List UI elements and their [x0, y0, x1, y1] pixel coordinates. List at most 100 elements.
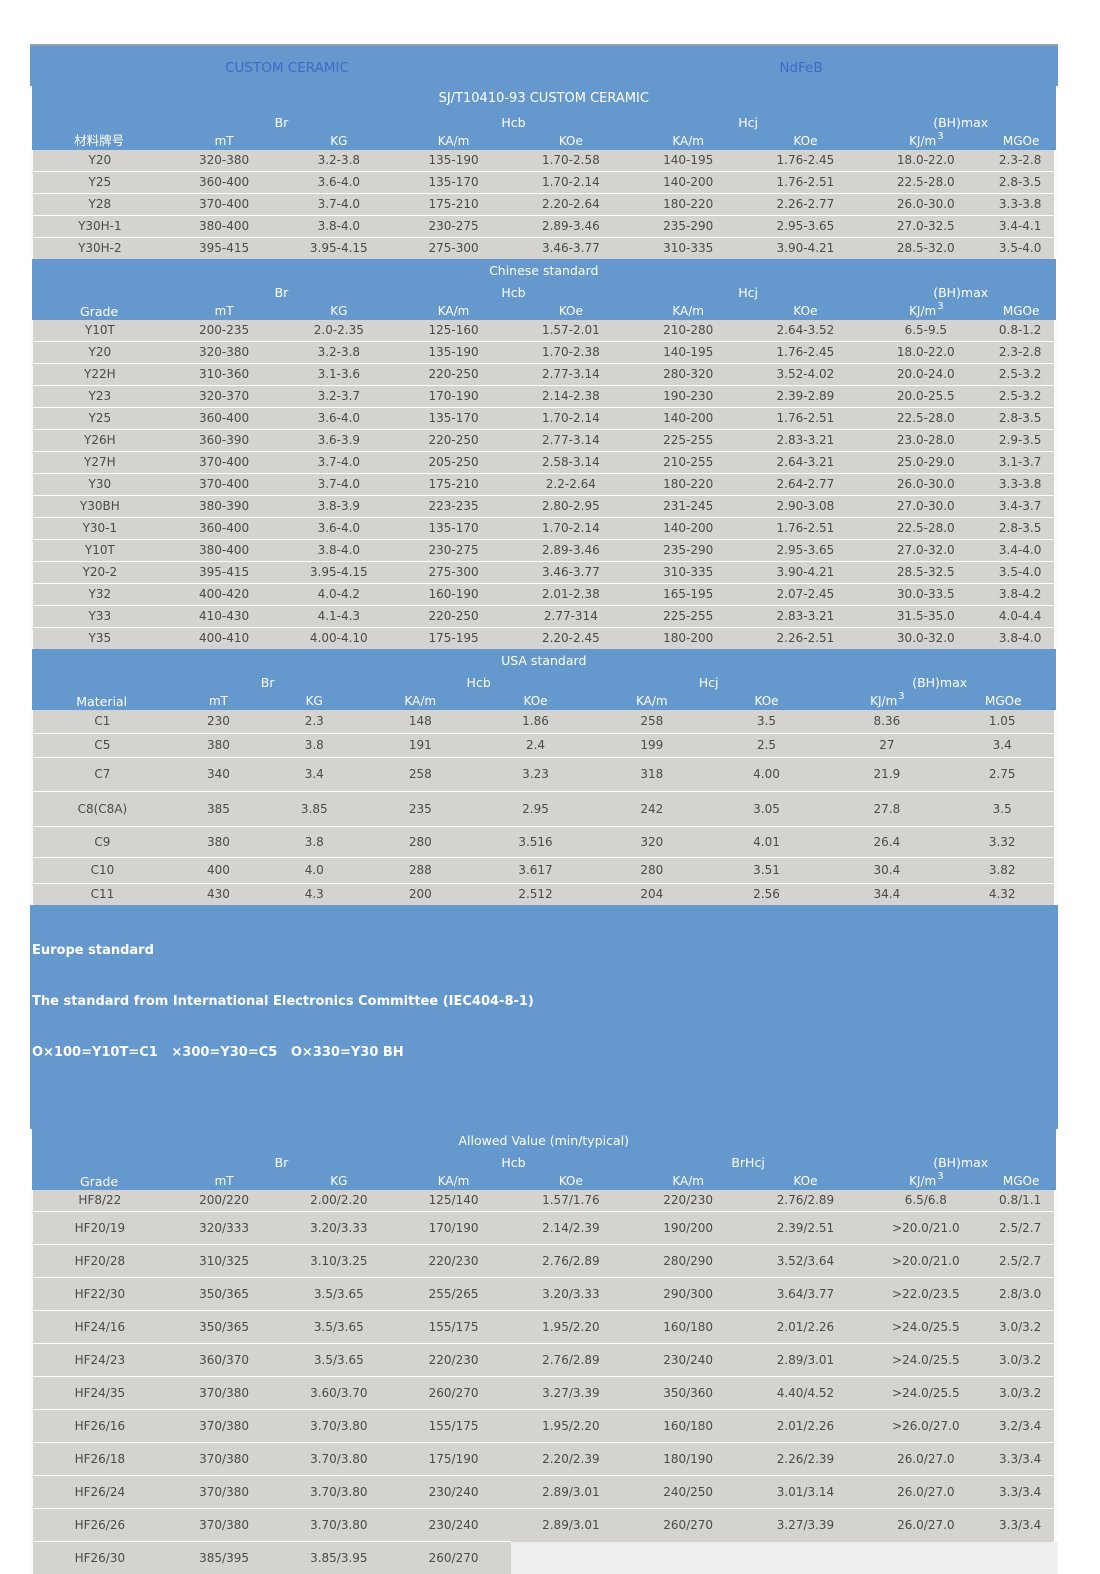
data-cell: 1.86 — [477, 710, 594, 734]
data-cell: 210-255 — [631, 452, 746, 474]
data-cell: 6.5/6.8 — [865, 1190, 986, 1212]
data-cell: 180-220 — [631, 474, 746, 496]
row-grade-cell: Y30-1 — [32, 518, 167, 540]
data-cell: 175-210 — [396, 474, 511, 496]
data-cell: 360-400 — [167, 172, 282, 194]
data-cell: 320-370 — [167, 386, 282, 408]
data-cell: 1.76-2.51 — [746, 172, 866, 194]
data-cell: 2.89/3.01 — [511, 1509, 631, 1542]
data-cell: 155/175 — [396, 1410, 511, 1443]
grade-column-header: Grade — [32, 1151, 167, 1190]
data-cell: 3.8-4.2 — [986, 584, 1056, 606]
group-header-hcb: Hcb — [396, 281, 631, 301]
group-header-hcj: Hcj — [631, 111, 866, 131]
data-cell: 260/270 — [396, 1542, 511, 1574]
table-title: Allowed Value (min/typical) — [32, 1129, 1057, 1151]
data-cell: 3.5/3.65 — [281, 1344, 396, 1377]
data-cell: 2.89-3.46 — [511, 216, 631, 238]
data-cell: 380 — [172, 734, 265, 758]
nav-link-ndfeb[interactable]: NdFeB — [779, 60, 822, 76]
data-cell: 2.20/2.39 — [511, 1443, 631, 1476]
data-cell: 3.10/3.25 — [281, 1245, 396, 1278]
data-cell: 199 — [594, 734, 710, 758]
data-cell: 3.2-3.8 — [281, 150, 396, 172]
data-cell: 280 — [594, 858, 710, 884]
group-header-bhmax: (BH)max — [823, 671, 1056, 691]
data-cell: 2.95 — [477, 792, 594, 827]
data-cell: 205-250 — [396, 452, 511, 474]
data-cell: 22.5-28.0 — [865, 408, 986, 430]
data-cell: 2.56 — [710, 884, 824, 906]
data-cell: 3.46-3.77 — [511, 238, 631, 260]
row-grade-cell: HF20/19 — [32, 1212, 167, 1245]
data-cell: 360-390 — [167, 430, 282, 452]
row-grade-cell: HF24/23 — [32, 1344, 167, 1377]
table-title: Chinese standard — [32, 259, 1057, 281]
data-cell: 3.27/3.39 — [746, 1509, 866, 1542]
data-cell: 350/360 — [631, 1377, 746, 1410]
row-grade-cell: Y30H-2 — [32, 238, 167, 260]
data-cell: 260/270 — [396, 1377, 511, 1410]
data-cell: 2.2-2.64 — [511, 474, 631, 496]
data-cell: 223-235 — [396, 496, 511, 518]
nav-link-custom-ceramic[interactable]: CUSTOM CERAMIC — [225, 60, 349, 76]
data-cell: 280 — [363, 827, 477, 858]
page-content: CUSTOM CERAMIC NdFeB SJ/T10410-93 CUSTOM… — [30, 44, 1058, 1574]
group-header-br: Br — [167, 111, 396, 131]
data-cell: 3.82 — [950, 858, 1056, 884]
unit-header: KOe — [477, 691, 594, 710]
group-header-bhmax: (BH)max — [865, 1151, 1056, 1171]
data-cell: 3.8-3.9 — [281, 496, 396, 518]
row-grade-cell: Y23 — [32, 386, 167, 408]
data-cell: 3.32 — [950, 827, 1056, 858]
data-cell: 3.3-3.8 — [986, 474, 1056, 496]
top-nav-bar: CUSTOM CERAMIC NdFeB — [30, 46, 1058, 86]
group-header-hcj: Hcj — [594, 671, 823, 691]
data-cell: 3.5/3.65 — [281, 1311, 396, 1344]
data-cell: 2.26-2.77 — [746, 194, 866, 216]
data-cell: 360-400 — [167, 518, 282, 540]
data-cell: 3.3-3.8 — [986, 194, 1056, 216]
unit-header-kjm3: KJ/m3 — [865, 131, 986, 150]
data-cell: 3.70/3.80 — [281, 1476, 396, 1509]
data-cell: 360-400 — [167, 408, 282, 430]
data-cell: 230/240 — [631, 1344, 746, 1377]
data-cell: 370-400 — [167, 194, 282, 216]
data-cell: 400-420 — [167, 584, 282, 606]
data-cell: 2.5/2.7 — [986, 1245, 1056, 1278]
data-cell: 135-170 — [396, 408, 511, 430]
data-cell: 204 — [594, 884, 710, 906]
europe-standard-equivalence: O×100=Y10T=C1 ×300=Y30=C5 O×330=Y30 BH — [32, 1044, 1056, 1061]
data-cell: 258 — [363, 758, 477, 792]
data-cell: 2.5/2.7 — [986, 1212, 1056, 1245]
data-cell: 320 — [594, 827, 710, 858]
data-cell: 3.3/3.4 — [986, 1509, 1056, 1542]
material-column-header: Material — [32, 671, 172, 710]
data-cell: 140-200 — [631, 518, 746, 540]
data-cell: 2.64-3.21 — [746, 452, 866, 474]
data-cell: 27.8 — [823, 792, 950, 827]
row-grade-cell: Y10T — [32, 540, 167, 562]
data-cell: 175/190 — [396, 1443, 511, 1476]
data-cell: 3.0/3.2 — [986, 1344, 1056, 1377]
data-cell: 235-290 — [631, 540, 746, 562]
data-cell: 3.85/3.95 — [281, 1542, 396, 1574]
unit-header: KA/m — [631, 131, 746, 150]
row-grade-cell: Y28 — [32, 194, 167, 216]
data-cell: 1.70-2.14 — [511, 172, 631, 194]
row-grade-cell: Y32 — [32, 584, 167, 606]
row-grade-cell: Y33 — [32, 606, 167, 628]
data-cell: 220-250 — [396, 364, 511, 386]
data-cell: 4.0-4.2 — [281, 584, 396, 606]
table-sjt10410: SJ/T10410-93 CUSTOM CERAMIC 材料牌号 Br Hcb … — [30, 86, 1058, 259]
data-cell: 3.3/3.4 — [986, 1443, 1056, 1476]
data-cell: 288 — [363, 858, 477, 884]
data-cell: 3.52-4.02 — [746, 364, 866, 386]
